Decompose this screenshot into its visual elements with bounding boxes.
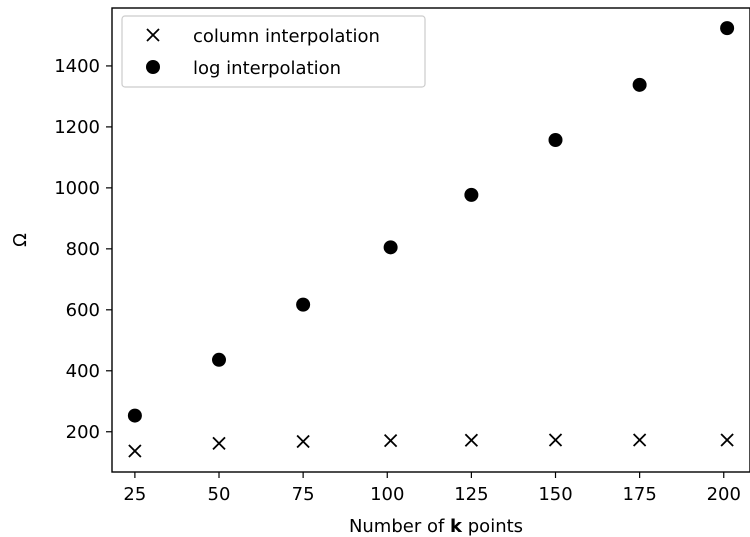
x-marker-stroke [720, 433, 734, 447]
y-tick-label: 600 [66, 300, 100, 321]
x-tick-label: 25 [123, 484, 146, 505]
x-marker-point [548, 433, 563, 447]
x-tick-label: 50 [208, 484, 231, 505]
x-marker-point [464, 433, 479, 447]
x-tick-label: 100 [370, 484, 404, 505]
legend-label-column-interpolation: column interpolation [193, 26, 380, 47]
x-marker-stroke [128, 444, 142, 458]
circle-marker-point [212, 352, 227, 367]
circle-marker-point [464, 187, 479, 202]
circle-marker-point [632, 77, 647, 92]
legend-marker-column-interpolation [146, 28, 160, 42]
x-marker-stroke [548, 433, 563, 447]
x-axis-label: Number of k points [349, 516, 523, 537]
x-axis-label-bold: k [450, 516, 463, 537]
x-marker-stroke [296, 434, 310, 449]
x-marker-point [632, 433, 647, 447]
x-tick-label: 125 [454, 484, 488, 505]
x-axis-label-prefix: Number of [349, 516, 450, 537]
x-marker-point [212, 436, 226, 450]
x-marker-stroke [632, 433, 647, 447]
x-tick-label: 200 [707, 484, 741, 505]
circle-marker-point [548, 133, 563, 148]
legend-label-log-interpolation: log interpolation [193, 58, 341, 79]
x-marker-point [296, 434, 310, 449]
y-tick-label: 1200 [54, 117, 100, 138]
x-marker-point [128, 444, 142, 458]
x-tick-label: 75 [292, 484, 315, 505]
x-tick-label: 150 [538, 484, 572, 505]
x-tick-label: 175 [622, 484, 656, 505]
circle-marker-point [720, 21, 735, 36]
x-marker-point [720, 433, 734, 447]
x-marker-stroke [212, 436, 226, 450]
x-axis-ticks: 25 50 75 100 125 150 175 200 [123, 472, 741, 505]
data-marks [127, 21, 735, 458]
circle-marker-point [383, 240, 398, 255]
y-tick-label: 800 [66, 239, 100, 260]
legend-marker-log-interpolation [146, 60, 160, 74]
x-marker-stroke [464, 433, 479, 447]
x-marker-point [383, 433, 398, 448]
y-tick-label: 1400 [54, 56, 100, 77]
y-tick-label: 400 [66, 361, 100, 382]
y-axis-ticks: 200 400 600 800 1000 1200 1400 [54, 56, 112, 443]
y-tick-label: 200 [66, 422, 100, 443]
y-tick-label: 1000 [54, 178, 100, 199]
circle-marker-point [127, 408, 142, 423]
legend-box [121, 15, 426, 88]
y-axis-label: Ω [10, 233, 31, 247]
x-marker-stroke [383, 433, 398, 448]
legend: column interpolation log interpolation [121, 15, 426, 88]
x-axis-label-suffix: points [462, 516, 523, 537]
circle-marker-point [296, 297, 311, 312]
